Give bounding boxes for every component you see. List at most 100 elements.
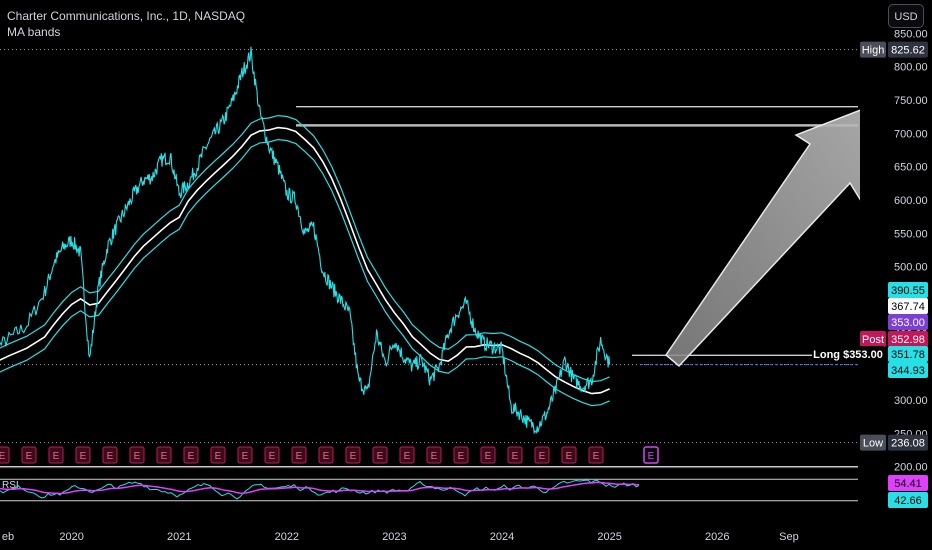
price-axis-tick: 500.00 xyxy=(894,262,928,274)
earnings-marker[interactable]: E xyxy=(480,446,496,464)
indicator-label[interactable]: MA bands xyxy=(7,25,61,39)
time-axis-tick: 2022 xyxy=(275,531,299,543)
earnings-letter: E xyxy=(458,451,465,462)
price-badges: High 825.62 Low 236.08 390.55 367.74 353.00 352… xyxy=(812,41,928,508)
earnings-marker[interactable]: E xyxy=(210,446,226,464)
earnings-marker[interactable]: E xyxy=(21,446,37,464)
price-axis-bg xyxy=(860,0,932,520)
post-label-badge-text: Post xyxy=(862,334,884,346)
earnings-letter: E xyxy=(134,451,141,462)
earnings-letter: E xyxy=(53,451,60,462)
earnings-marker[interactable]: E xyxy=(534,446,550,464)
price-badge-bg xyxy=(888,331,928,347)
earnings-marker-upcoming[interactable]: E xyxy=(643,446,659,464)
earnings-badge xyxy=(480,446,496,464)
earnings-marker[interactable]: E xyxy=(48,446,64,464)
post-label-badge: Post xyxy=(860,331,886,347)
rsi-badge: 42.66 xyxy=(888,492,928,508)
price-axis-tick: 550.00 xyxy=(894,228,928,240)
high-value-badge-text: 825.62 xyxy=(891,45,925,57)
price-badge-bg xyxy=(888,298,928,314)
earnings-marker[interactable]: E xyxy=(75,446,91,464)
ma-upper-band xyxy=(0,114,610,383)
price-badge-bg xyxy=(888,282,928,298)
price-badge: 351.78 xyxy=(888,346,928,362)
price-axis-tick: 700.00 xyxy=(894,128,928,140)
earnings-marker[interactable]: E xyxy=(588,446,604,464)
earnings-badge xyxy=(372,446,388,464)
time-axis-tick: eb xyxy=(2,531,14,543)
price-axis-tick: 300.00 xyxy=(894,395,928,407)
earnings-badge xyxy=(453,446,469,464)
earnings-badge xyxy=(0,446,10,464)
earnings-marker[interactable]: E xyxy=(102,446,118,464)
earnings-marker[interactable]: E xyxy=(561,446,577,464)
long-position-text: Long $353.00 xyxy=(813,349,883,361)
time-axis-tick: 2025 xyxy=(597,531,621,543)
earnings-badge xyxy=(643,446,659,464)
price-axis-tick: 200.00 xyxy=(894,462,928,474)
rsi-badge-text: 54.41 xyxy=(894,478,922,490)
earnings-badge xyxy=(129,446,145,464)
earnings-marker[interactable]: E xyxy=(318,446,334,464)
price-badge-text: 353.00 xyxy=(891,317,925,329)
earnings-badge xyxy=(318,446,334,464)
earnings-badge xyxy=(156,446,172,464)
earnings-badge xyxy=(561,446,577,464)
earnings-badge xyxy=(426,446,442,464)
earnings-marker[interactable]: E xyxy=(291,446,307,464)
earnings-badge xyxy=(75,446,91,464)
rsi-badge: 54.41 xyxy=(888,475,928,491)
earnings-marker[interactable]: E xyxy=(237,446,253,464)
earnings-badge xyxy=(237,446,253,464)
price-badge: 367.74 xyxy=(888,298,928,314)
price-badge-bg xyxy=(888,362,928,378)
ma-lower-band xyxy=(0,138,610,407)
rsi-pane: RSI xyxy=(0,478,858,502)
earnings-marker[interactable]: E xyxy=(426,446,442,464)
earnings-letter: E xyxy=(269,451,276,462)
time-axis-tick: 2026 xyxy=(705,531,729,543)
post-label-badge-bg xyxy=(860,331,886,347)
earnings-letter: E xyxy=(161,451,168,462)
price-axis-tick: 800.00 xyxy=(894,62,928,74)
low-value-badge-text: 236.08 xyxy=(891,438,925,450)
price-badge: 352.98 xyxy=(888,331,928,347)
rsi-badge-bg xyxy=(888,475,928,491)
earnings-marker[interactable]: E xyxy=(507,446,523,464)
currency-button[interactable]: USD xyxy=(888,4,924,28)
earnings-badge xyxy=(345,446,361,464)
earnings-marker[interactable]: E xyxy=(345,446,361,464)
earnings-marker[interactable]: E xyxy=(183,446,199,464)
earnings-marker[interactable]: E xyxy=(156,446,172,464)
earnings-letter: E xyxy=(404,451,411,462)
time-axis-tick: 2021 xyxy=(167,531,191,543)
earnings-badge xyxy=(291,446,307,464)
earnings-marker[interactable]: E xyxy=(372,446,388,464)
target-arrow xyxy=(664,99,886,368)
earnings-marker[interactable]: E xyxy=(399,446,415,464)
low-value-badge-bg xyxy=(888,434,928,451)
symbol-title[interactable]: Charter Communications, Inc., 1D, NASDAQ xyxy=(7,9,246,23)
rsi-label: RSI xyxy=(2,480,19,491)
earnings-letter: E xyxy=(350,451,357,462)
price-axis-tick: 850.00 xyxy=(894,28,928,40)
earnings-marker[interactable]: E xyxy=(264,446,280,464)
price-badge-bg xyxy=(888,314,928,330)
earnings-marker[interactable]: E xyxy=(129,446,145,464)
price-series xyxy=(0,46,611,435)
rsi-line xyxy=(0,479,640,500)
earnings-marker[interactable]: E xyxy=(453,446,469,464)
earnings-badge xyxy=(588,446,604,464)
earnings-marker[interactable]: E xyxy=(0,446,10,464)
earnings-badge xyxy=(210,446,226,464)
high-label-badge-bg xyxy=(860,41,886,58)
price-badge-bg xyxy=(888,346,928,362)
earnings-badge xyxy=(21,446,37,464)
earnings-badge xyxy=(507,446,523,464)
earnings-badge xyxy=(48,446,64,464)
long-position-label: Long $353.00 xyxy=(812,346,884,361)
earnings-badge xyxy=(183,446,199,464)
